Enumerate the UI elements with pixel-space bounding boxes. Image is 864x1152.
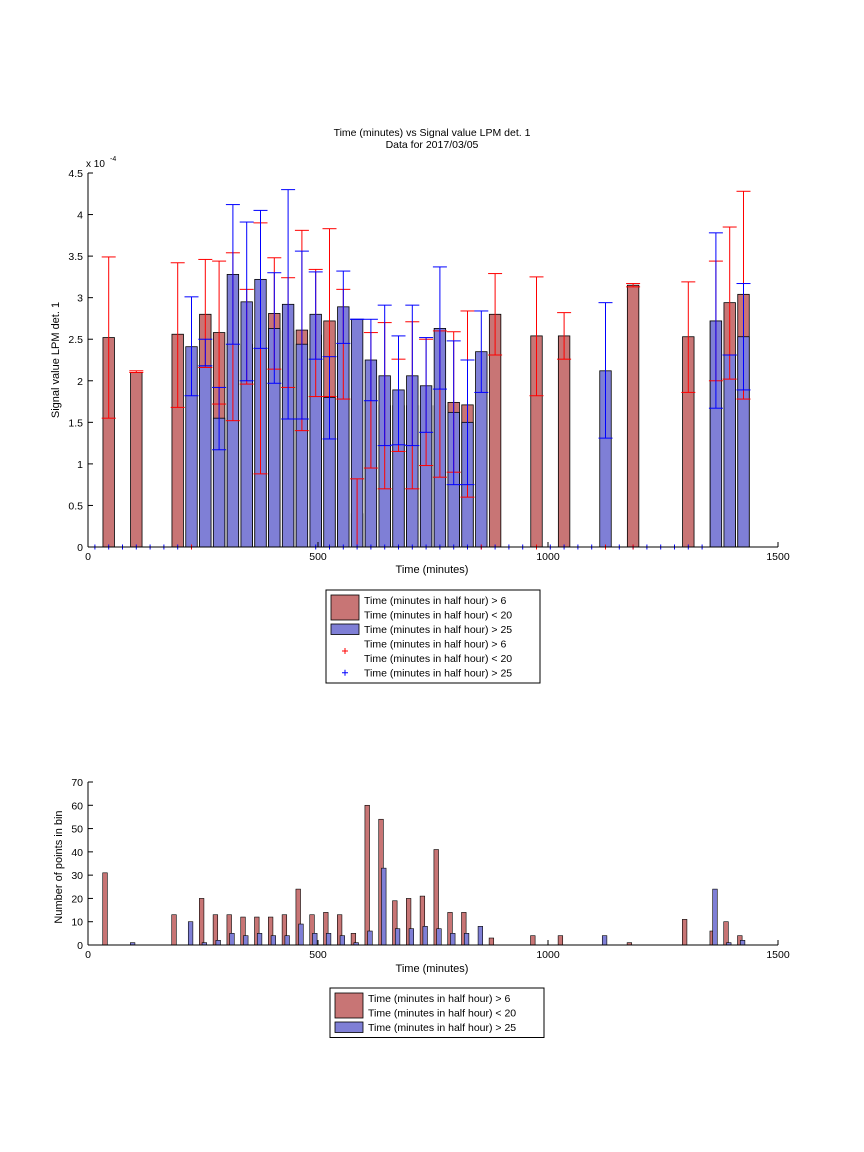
y-tick-label: 3.5 [68, 251, 83, 263]
legend-label: Time (minutes in half hour) < 20 [368, 1008, 516, 1020]
y-tick-label: 1.5 [68, 417, 83, 429]
x-tick-label: 0 [85, 949, 91, 961]
hist-bar-blue [477, 926, 483, 946]
hist-bar-blue [601, 935, 608, 946]
hist-bar-blue [712, 888, 718, 946]
y-tick-label: 2 [77, 376, 83, 388]
hist-bar-blue [450, 933, 456, 946]
legend-label: Time (minutes in half hour) < 20 [364, 610, 512, 622]
legend-label: Time (minutes in half hour) > 25 [364, 624, 512, 636]
y-tick-label: 0.5 [68, 500, 83, 512]
y-axis-label: Number of points in bin [53, 810, 65, 923]
x-tick-label: 1000 [536, 949, 560, 961]
y-tick-label: 30 [71, 870, 83, 882]
hist-bar-red [364, 804, 370, 946]
x-tick-label: 500 [309, 551, 327, 563]
y-axis-label: Signal value LPM det. 1 [50, 302, 62, 418]
hist-bar-blue [394, 928, 401, 946]
x-tick-label: 1000 [536, 551, 560, 563]
hist-bar-blue [422, 926, 428, 946]
legend: Time (minutes in half hour) > 6 Time (min… [329, 987, 545, 1038]
chart-title: Time (minutes) vs Signal value LPM det. … [334, 127, 531, 139]
hist-bar-blue [408, 928, 414, 946]
hist-bar-blue [739, 940, 746, 946]
hist-bar-blue [298, 923, 304, 946]
y-exponent-base: x 10 [86, 159, 105, 170]
hist-bar-blue [256, 933, 263, 946]
axes: 0 500 1000 1500 0 0.5 1 1.5 2 2.5 3 3.5 4 4.5 [68, 168, 789, 563]
y-tick-label: 10 [71, 917, 83, 929]
bar-red [626, 284, 640, 548]
hist-bar-red [488, 937, 495, 946]
y-tick-label: 50 [71, 824, 83, 836]
legend-swatch-red [330, 594, 360, 621]
y-tick-label: 4 [77, 210, 83, 222]
bar-blue [199, 365, 212, 548]
hist-bar-blue [463, 933, 470, 946]
hist-bar-blue [187, 921, 194, 946]
hist-bar-red [530, 935, 536, 946]
hist-bar-blue [367, 930, 373, 946]
legend-swatch-blue [334, 1021, 364, 1033]
y-tick-label: 1 [77, 459, 83, 471]
y-tick-label: 70 [71, 777, 83, 789]
y-tick-label: 20 [71, 893, 83, 905]
hist-bar-blue [381, 867, 387, 946]
hist-bar-red [171, 914, 177, 946]
hist-bar-blue [325, 933, 332, 946]
x-axis-label: Time (minutes) [396, 564, 469, 576]
hist-bar-blue [312, 933, 318, 946]
hist-bar-blue [243, 935, 249, 946]
x-tick-label: 1500 [766, 551, 790, 563]
hist-bar-red [723, 921, 729, 946]
hist-bar-blue [436, 928, 442, 946]
hist-bar-blue [339, 935, 345, 946]
legend-swatch-blue [330, 623, 360, 635]
hist-bar-red [557, 935, 564, 946]
hist-bar-red [199, 898, 205, 946]
legend: Time (minutes in half hour) > 6 Time (min… [325, 589, 541, 684]
bars-layer [102, 804, 746, 946]
y-tick-label: 0 [77, 940, 83, 952]
histogram-chart: 0 500 1000 1500 0 10 20 30 40 50 60 70 Time (minute… [53, 777, 790, 1038]
hist-bar-blue [215, 940, 221, 946]
x-tick-label: 1500 [766, 949, 790, 961]
legend-label: Time (minutes in half hour) > 25 [364, 668, 512, 680]
y-tick-label: 0 [77, 542, 83, 554]
y-tick-label: 60 [71, 800, 83, 812]
hist-bar-blue [284, 935, 290, 946]
legend-label: Time (minutes in half hour) < 20 [364, 653, 512, 665]
legend-label: Time (minutes in half hour) > 6 [364, 639, 506, 651]
x-tick-label: 500 [309, 949, 327, 961]
y-tick-label: 3 [77, 293, 83, 305]
signal-chart: Time (minutes) vs Signal value LPM det. … [50, 127, 790, 684]
y-tick-label: 4.5 [68, 168, 83, 180]
legend-box [329, 987, 545, 1038]
x-tick-label: 0 [85, 551, 91, 563]
y-tick-label: 40 [71, 847, 83, 859]
bar-red [557, 335, 571, 548]
legend-label: Time (minutes in half hour) > 6 [368, 993, 510, 1005]
x-axis-label: Time (minutes) [396, 963, 469, 975]
chart-subtitle: Data for 2017/03/05 [386, 139, 479, 151]
hist-bar-red [682, 919, 688, 946]
y-tick-label: 2.5 [68, 334, 83, 346]
errorbars-layer [101, 189, 751, 548]
bar-blue [723, 354, 736, 548]
legend-label: Time (minutes in half hour) > 25 [368, 1022, 516, 1034]
legend-label: Time (minutes in half hour) > 6 [364, 595, 506, 607]
hist-bar-blue [229, 933, 235, 946]
legend-box [325, 589, 541, 684]
legend-swatch-red [334, 992, 364, 1019]
axes: 0 500 1000 1500 0 10 20 30 40 50 60 70 [71, 777, 790, 961]
hist-bar-red [102, 872, 108, 946]
y-exponent-power: -4 [110, 156, 116, 163]
hist-bar-blue [270, 935, 276, 946]
bar-red [130, 372, 143, 548]
